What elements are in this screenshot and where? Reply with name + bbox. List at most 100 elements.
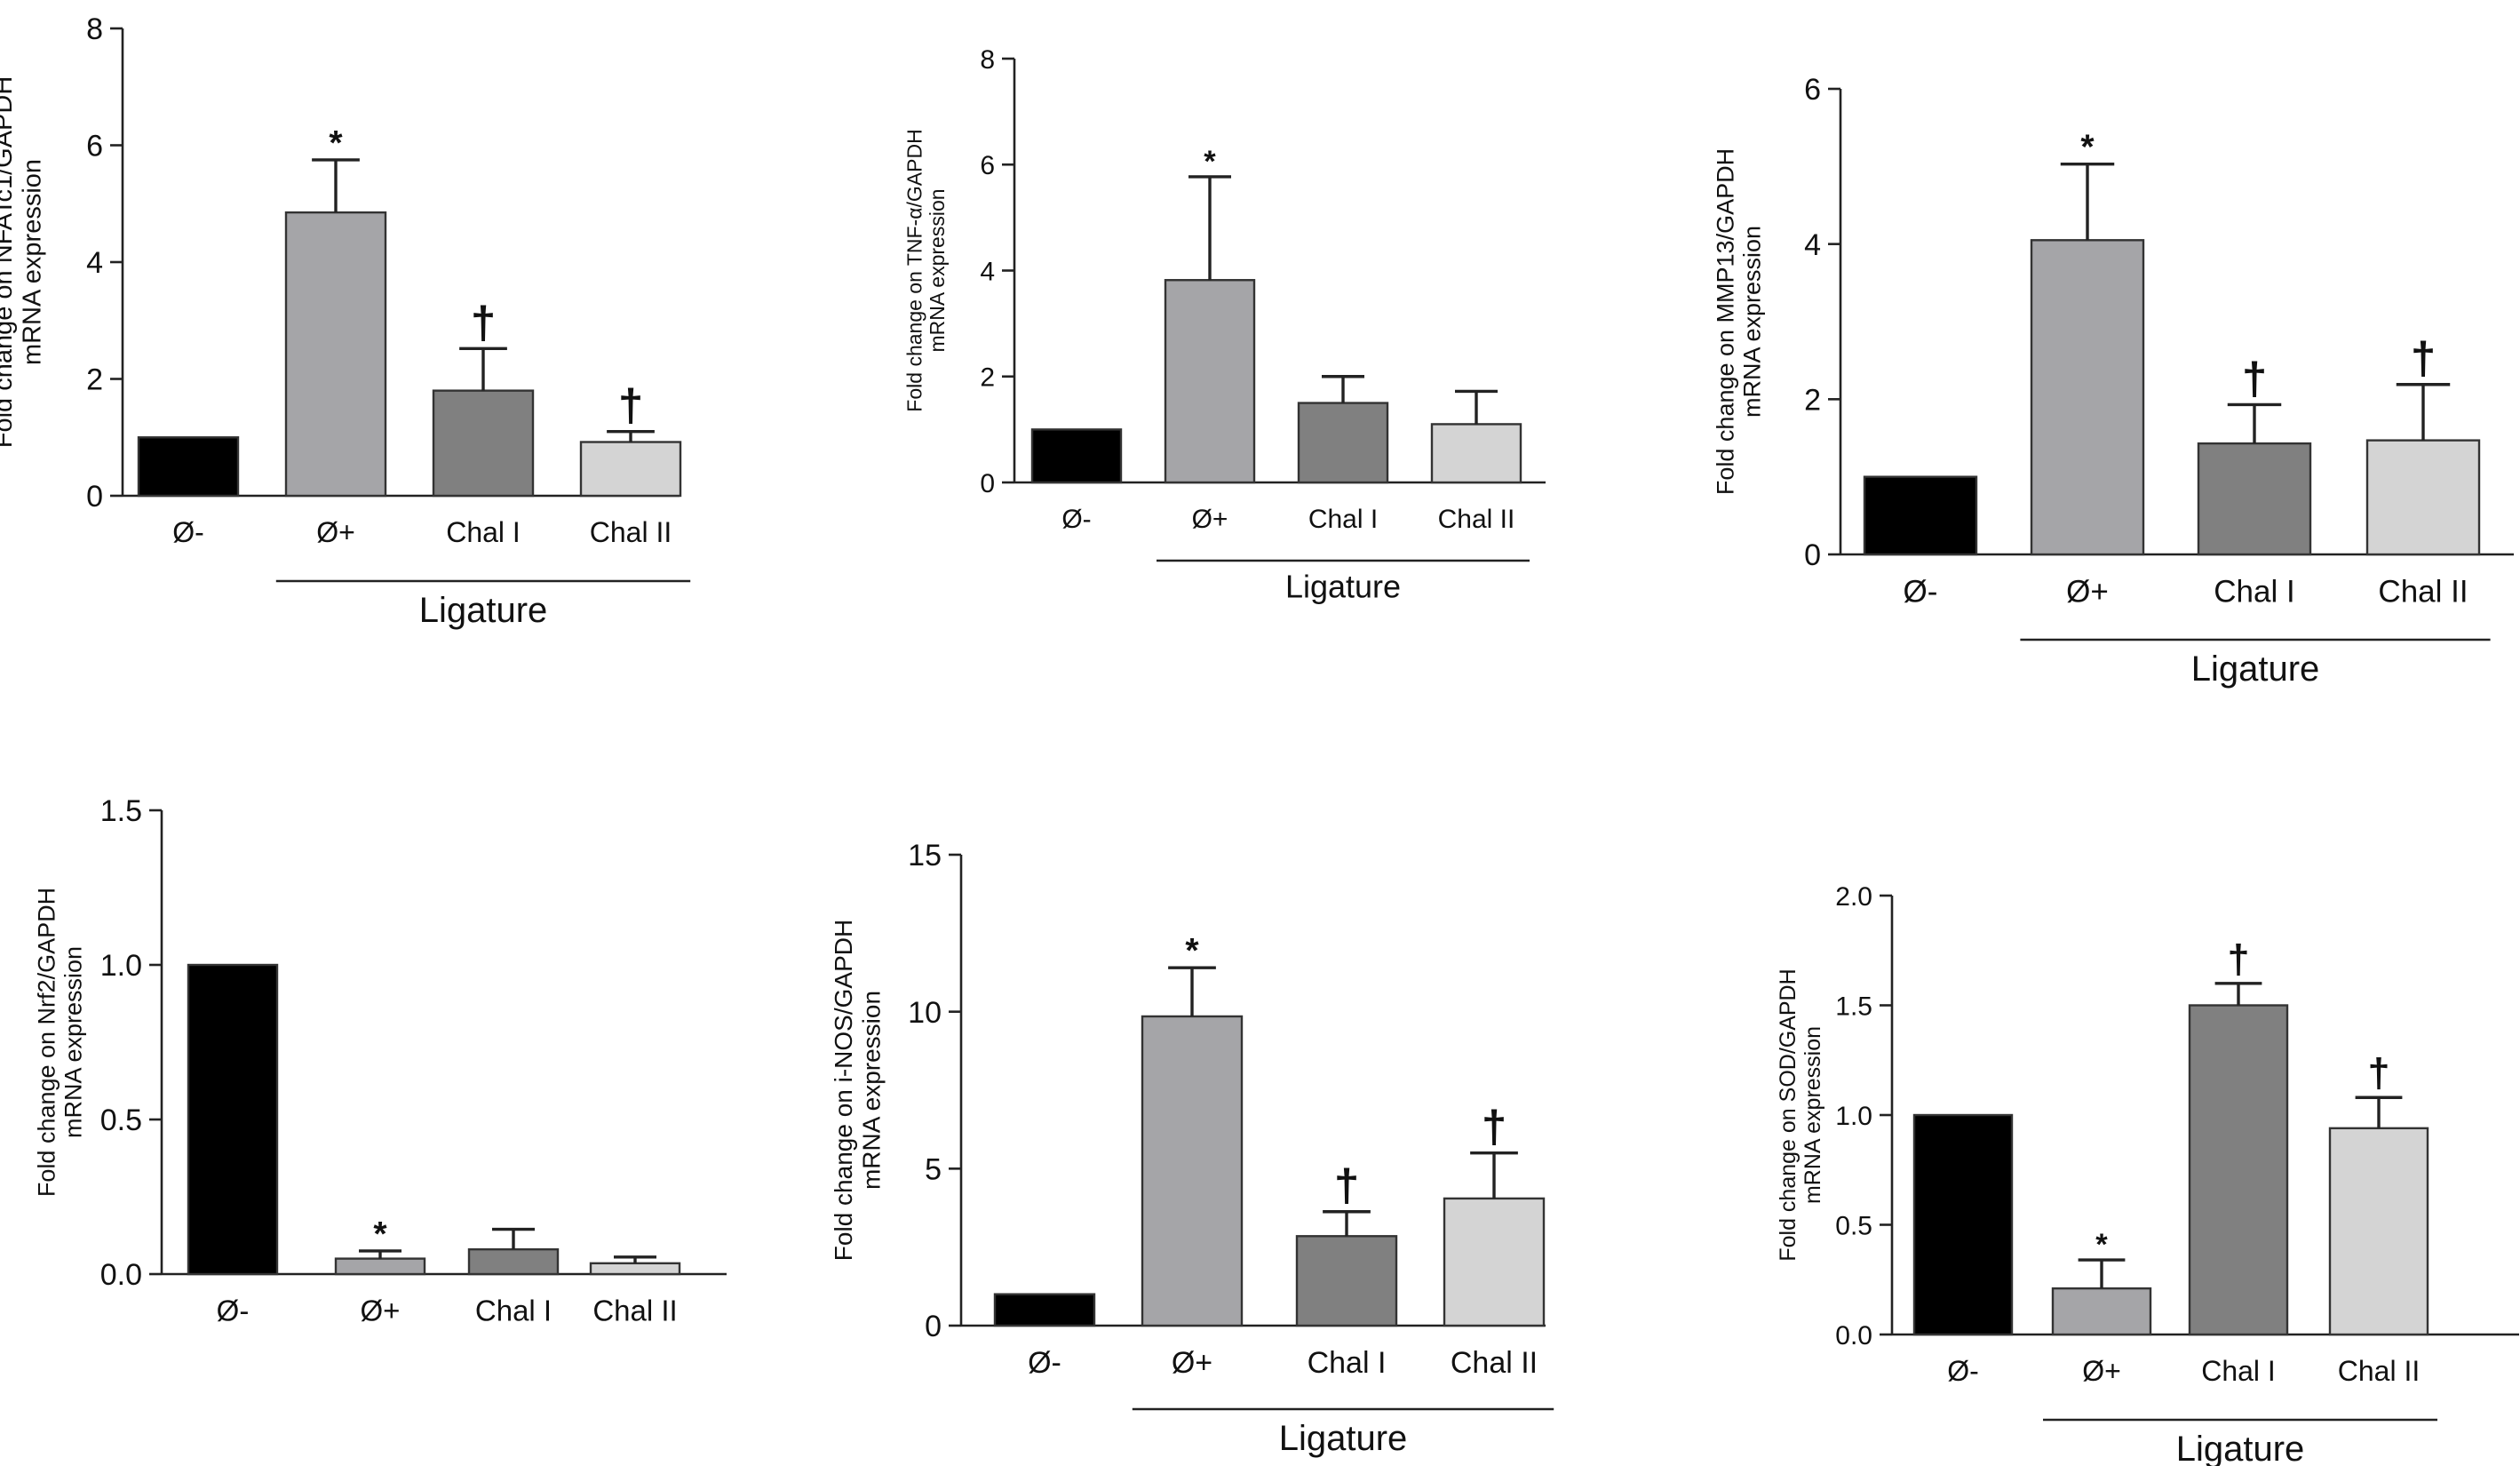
x-category-label: Chal II (2338, 1355, 2420, 1387)
bar (993, 1293, 1096, 1327)
error-bar (1322, 375, 1364, 403)
error-bar (2227, 402, 2282, 444)
y-tick-label: 2 (980, 363, 995, 393)
bar (1443, 1197, 1546, 1327)
y-axis-label: Fold change on MMP13/GAPDHmRNA expressio… (1712, 148, 1765, 495)
error-bar (1188, 175, 1231, 281)
x-category-label: Ø- (1947, 1355, 1979, 1387)
x-category-label: Ø+ (316, 516, 355, 548)
y-axis-label-line: Fold change on NFATc1/GAPDH (0, 76, 18, 449)
y-tick-label: 0 (980, 469, 995, 498)
y-tick-label: 1.5 (1835, 992, 1872, 1021)
significance-dagger: † (2227, 936, 2249, 982)
bar (1164, 279, 1256, 484)
bar (1430, 423, 1522, 484)
y-tick-label: 0 (925, 1310, 942, 1343)
y-tick-label: 0 (1804, 538, 1821, 572)
bar (2365, 439, 2481, 556)
error-bar (459, 347, 507, 391)
error-bar (2078, 1258, 2126, 1289)
error-bar (614, 1255, 656, 1263)
bar (589, 1262, 681, 1276)
chart-panel-4: 0.0 0.5 1.0 1.5 Ø- * Ø+ Chal I Chal II Fold chang… (33, 794, 727, 1327)
y-tick-label: 6 (1804, 73, 1821, 107)
bar (579, 441, 682, 498)
x-category-label: Chal II (592, 1295, 677, 1327)
y-tick-label: 1.0 (100, 949, 142, 983)
bar (1912, 1113, 2014, 1336)
x-category-label: Chal II (1451, 1346, 1538, 1380)
y-tick-label: 1.0 (1835, 1102, 1872, 1131)
significance-dagger: † (471, 297, 496, 347)
y-axis-label-line: mRNA expression (1801, 1026, 1825, 1204)
bar (467, 1247, 560, 1276)
x-category-label: Chal I (2201, 1355, 2276, 1387)
error-bar (1470, 1151, 1518, 1199)
x-category-label: Chal I (446, 516, 521, 548)
x-category-label: Chal II (590, 516, 672, 548)
group-label: Ligature (2176, 1430, 2305, 1466)
bar (1295, 1235, 1398, 1327)
x-category-label: Ø+ (1172, 1346, 1212, 1380)
bar (1297, 402, 1389, 484)
error-bar (607, 429, 655, 442)
bar (2197, 442, 2312, 556)
y-axis-label-line: Fold change on TNF-α/GAPDH (902, 129, 926, 411)
y-tick-label: 4 (980, 257, 995, 286)
y-tick-label: 0.5 (100, 1103, 142, 1137)
significance-dagger: † (1334, 1160, 1359, 1211)
error-bar (2355, 1096, 2403, 1128)
bar (1030, 428, 1123, 484)
significance-star: * (2095, 1228, 2108, 1262)
bar (334, 1257, 426, 1276)
y-tick-label: 8 (86, 12, 103, 46)
y-tick-label: 0 (86, 480, 103, 514)
y-tick-label: 10 (908, 996, 942, 1030)
y-axis-label: Fold change on i-NOS/GAPDHmRNA expressio… (830, 920, 885, 1261)
x-category-label: Chal I (475, 1295, 552, 1327)
significance-star: * (373, 1215, 387, 1254)
y-axis-label-line: Fold change on Nrf2/GAPDH (33, 888, 60, 1197)
x-category-label: Chal II (1438, 505, 1515, 534)
group-label: Ligature (1279, 1419, 1408, 1458)
significance-dagger: † (2411, 333, 2436, 384)
chart-panel-2: 0 2 4 6 8 Ø- * Ø+ Chal I Chal II Ligature Fold chan… (902, 45, 1546, 604)
y-tick-label: 4 (86, 246, 103, 280)
x-category-label: Chal I (1308, 505, 1378, 534)
y-tick-label: 2 (86, 363, 103, 397)
x-category-label: Chal I (2214, 575, 2294, 610)
significance-star: * (2080, 129, 2095, 167)
bar (1141, 1015, 1244, 1327)
bar (187, 963, 279, 1276)
error-bar (2060, 163, 2115, 241)
significance-star: * (1204, 145, 1216, 179)
y-axis-label: Fold change on Nrf2/GAPDHmRNA expression (33, 888, 86, 1197)
bar (137, 436, 240, 498)
bar (2051, 1287, 2152, 1336)
x-category-label: Ø+ (361, 1295, 401, 1327)
x-category-label: Ø- (1904, 575, 1938, 610)
y-axis-label: Fold change on SOD/GAPDHmRNA expression (1776, 968, 1825, 1261)
y-tick-label: 4 (1804, 228, 1821, 262)
chart-panel-3: 0 2 4 6 Ø- * Ø+ † Chal I † Chal II Ligature Fold cha… (1712, 73, 2514, 689)
error-bar (2396, 383, 2451, 441)
group-label: Ligature (419, 591, 548, 630)
bar (2188, 1004, 2289, 1336)
y-tick-label: 2 (1804, 384, 1821, 418)
y-axis-label: Fold change on TNF-α/GAPDHmRNA expressio… (902, 129, 949, 411)
x-category-label: Ø- (1061, 505, 1091, 534)
y-tick-label: 0.0 (1835, 1321, 1872, 1350)
y-axis-label-line: Fold change on SOD/GAPDH (1776, 968, 1801, 1261)
x-category-label: Ø+ (1192, 505, 1228, 534)
y-axis-label-line: Fold change on i-NOS/GAPDH (830, 920, 857, 1261)
y-axis-label: Fold change on NFATc1/GAPDHmRNA expressi… (0, 76, 46, 449)
chart-panel-5: 0 5 10 15 Ø- * Ø+ † Chal I † Chal II Ligature Fold c… (830, 839, 1554, 1458)
y-axis-label-line: Fold change on MMP13/GAPDH (1712, 148, 1738, 495)
y-axis-label-line: mRNA expression (1739, 226, 1766, 418)
chart-panel-1: 0 2 4 6 8 Ø- * Ø+ † Chal I † Chal II Ligature Fold ch… (0, 12, 691, 630)
error-bar (492, 1227, 535, 1250)
y-axis-label-line: mRNA expression (858, 991, 886, 1190)
x-category-label: Ø- (172, 516, 204, 548)
error-bar (1455, 389, 1498, 425)
